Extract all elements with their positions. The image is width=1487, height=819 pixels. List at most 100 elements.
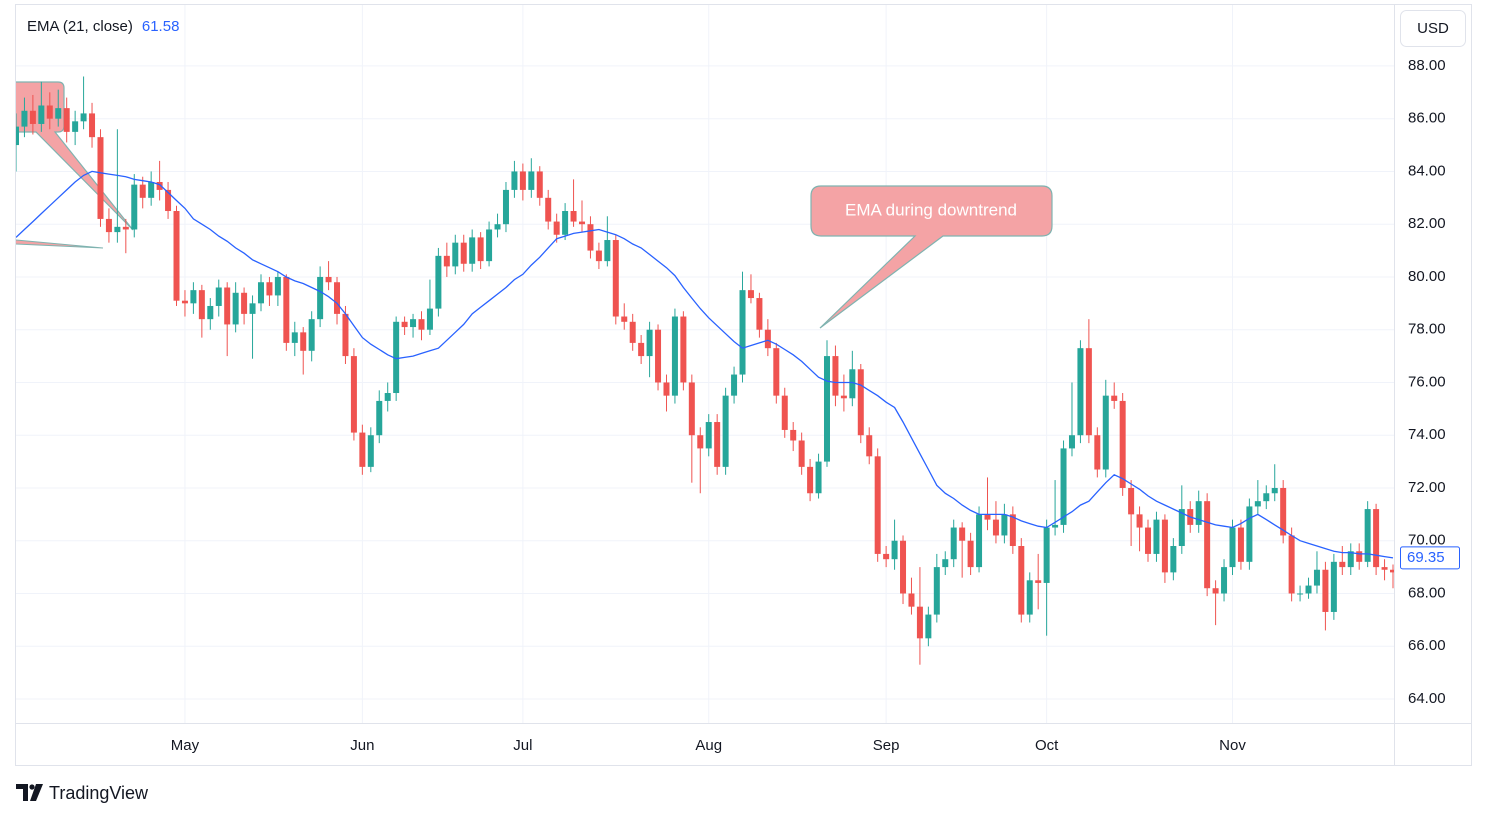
candle-body (933, 567, 940, 615)
candle-body (1229, 527, 1236, 568)
candle-body (629, 321, 636, 343)
candle-body (646, 329, 653, 357)
candle-body (1102, 395, 1109, 470)
candle-body (1297, 593, 1304, 595)
x-tick-label: Nov (1219, 737, 1246, 754)
candle-body (655, 329, 662, 383)
candle-body (1390, 569, 1394, 573)
candle-body (891, 540, 898, 560)
candle-body (621, 316, 628, 322)
candle-body (89, 113, 96, 138)
candle-body (384, 393, 391, 401)
candle-body (705, 422, 712, 449)
candle-body (1271, 487, 1278, 494)
candle-body (764, 329, 771, 349)
candle-body (283, 276, 290, 343)
callout (810, 185, 1053, 329)
candle-body (553, 221, 560, 235)
candle-body (325, 276, 332, 283)
candle-body (173, 211, 180, 301)
brand-name: TradingView (49, 783, 149, 803)
candle-body (114, 226, 121, 233)
legend-value: 61.58 (142, 18, 180, 35)
candle-body (823, 356, 830, 462)
candle-body (1280, 487, 1287, 536)
currency-box[interactable] (1400, 10, 1466, 47)
candle-body (731, 374, 738, 396)
candle-body (224, 287, 231, 325)
candle-body (1246, 506, 1253, 562)
candle-body (519, 171, 526, 190)
candle-body (916, 606, 923, 639)
candle-body (1339, 561, 1346, 568)
candle-body (562, 211, 569, 235)
candle-body (477, 237, 484, 262)
candle-body (367, 435, 374, 467)
y-tick-label: 82.00 (1408, 215, 1446, 232)
candle-body (992, 519, 999, 536)
candle-body (148, 181, 155, 198)
candle-body (443, 255, 450, 267)
currency[interactable]: USD (1417, 20, 1449, 37)
candle-body (849, 369, 856, 399)
plot-area (16, 76, 1394, 665)
candle-body (511, 171, 518, 190)
candle-body (967, 540, 974, 568)
candle-body (671, 316, 678, 396)
brand-logo (16, 784, 43, 801)
candle-body (798, 440, 805, 467)
candle-body (807, 466, 814, 494)
candle-body (274, 276, 281, 296)
candle-body (257, 282, 264, 304)
candle-body (773, 348, 780, 396)
candle-body (1212, 588, 1219, 594)
candle-body (638, 342, 645, 357)
candle-body (722, 395, 729, 467)
candle-body (1364, 509, 1371, 562)
candle-body (63, 108, 70, 132)
candle-body (1128, 487, 1135, 515)
candle-body (266, 282, 273, 296)
candle-body (1111, 395, 1118, 401)
candle-body (1195, 501, 1202, 525)
candle-body (1330, 561, 1337, 612)
candle-body (46, 105, 53, 119)
candle-body (1313, 569, 1320, 586)
candle-body (317, 276, 324, 320)
candle-body (486, 229, 493, 262)
candle-body (579, 221, 586, 225)
candle-body (1322, 569, 1329, 612)
candle-body (291, 332, 298, 343)
candle-body (181, 300, 188, 304)
candle-body (790, 429, 797, 441)
y-tick-label: 66.00 (1408, 637, 1446, 654)
candle-body (587, 224, 594, 251)
y-tick-label: 72.00 (1408, 479, 1446, 496)
callout-text: EMA during downtrend (845, 200, 1017, 219)
candle-body (38, 105, 45, 124)
candle-body (1254, 501, 1261, 507)
candle-body (1085, 348, 1092, 436)
candle-body (595, 250, 602, 262)
candle-body (241, 292, 248, 314)
candle-body (350, 356, 357, 433)
candle-body (688, 382, 695, 436)
candle-body (1356, 551, 1363, 562)
y-tick-label: 86.00 (1408, 110, 1446, 127)
clipped-callout-pointer (16, 239, 104, 249)
candle-body (80, 113, 87, 122)
candle-body (545, 197, 552, 222)
candle-body (976, 514, 983, 568)
candle-body (536, 171, 543, 198)
candle-body (663, 382, 670, 396)
candle-body (528, 171, 535, 190)
candle-body (714, 422, 721, 467)
candle-body (16, 126, 19, 146)
candle-body (604, 240, 611, 262)
candle-body (1018, 546, 1025, 615)
candle-body (393, 321, 400, 394)
x-tick-label: Jul (513, 737, 532, 754)
candle-body (342, 313, 349, 357)
candle-body (1305, 585, 1312, 594)
